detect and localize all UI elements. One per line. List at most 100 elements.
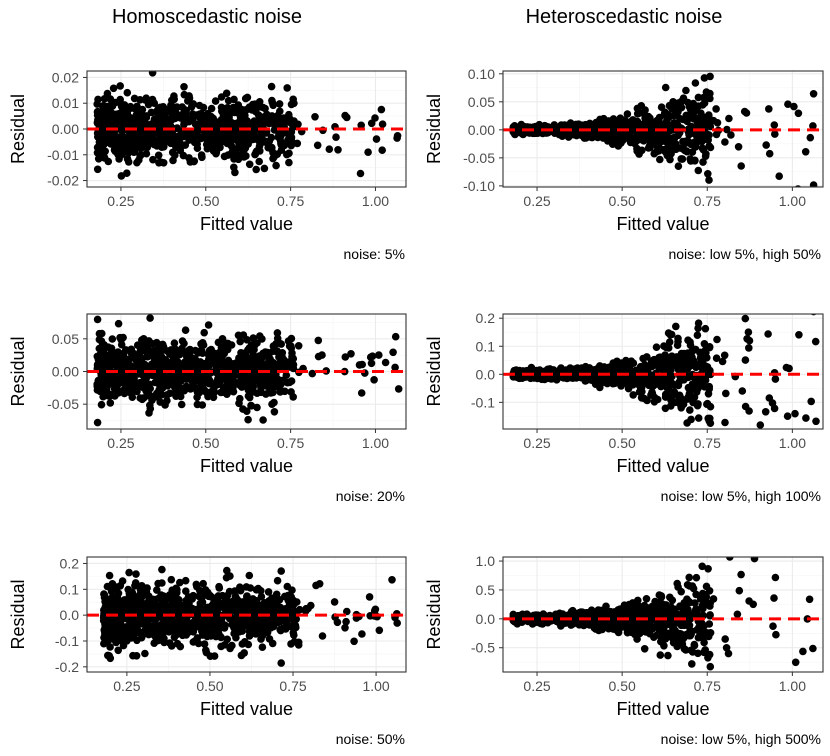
- x-axis: 0.25 0.50 0.75 1.00: [523, 429, 806, 451]
- data-point: [223, 606, 231, 614]
- data-point: [125, 568, 133, 577]
- data-point: [154, 622, 162, 630]
- data-point: [138, 140, 147, 149]
- data-point: [636, 384, 645, 393]
- data-point: [637, 394, 646, 402]
- data-point: [391, 363, 399, 372]
- data-point: [128, 130, 136, 138]
- data-point: [771, 375, 780, 383]
- data-point: [168, 109, 176, 117]
- data-point: [674, 381, 683, 390]
- panel-homo5: 0.25 0.50 0.75 1.00-0.02-0.010.000.010.02Fi…: [8, 69, 407, 262]
- data-point: [231, 168, 239, 177]
- data-point: [771, 57, 779, 65]
- data-point: [251, 375, 260, 384]
- data-point: [377, 105, 386, 114]
- data-point: [802, 539, 810, 547]
- data-point: [123, 155, 132, 163]
- y-tick-label: -0.05: [463, 150, 495, 166]
- data-point: [660, 361, 668, 369]
- data-point: [691, 79, 700, 87]
- column-title-heteroscedastic: Heteroscedastic noise: [526, 6, 723, 28]
- data-point: [175, 609, 183, 617]
- data-point: [146, 405, 155, 413]
- data-point: [688, 380, 697, 389]
- y-tick-label: 0.0: [476, 366, 496, 382]
- data-point: [706, 414, 714, 423]
- data-point: [95, 329, 104, 338]
- data-point: [705, 142, 713, 150]
- data-point: [341, 111, 349, 120]
- data-point: [663, 381, 672, 390]
- data-point: [157, 158, 165, 166]
- data-point: [712, 354, 721, 363]
- data-point: [809, 434, 817, 442]
- data-point: [247, 362, 256, 371]
- data-point: [692, 573, 701, 582]
- data-point: [226, 572, 234, 580]
- data-point: [105, 571, 114, 580]
- data-point: [771, 130, 779, 138]
- data-point: [277, 139, 285, 148]
- data-point: [562, 366, 570, 374]
- data-point: [105, 601, 114, 610]
- data-point: [188, 595, 196, 603]
- x-tick-label: 0.25: [523, 193, 550, 209]
- data-point: [596, 379, 605, 387]
- data-point: [720, 351, 729, 360]
- data-point: [721, 138, 729, 146]
- data-point: [116, 617, 125, 625]
- data-point: [195, 604, 204, 612]
- data-point: [136, 96, 144, 104]
- data-point: [618, 364, 626, 372]
- data-point: [704, 170, 712, 178]
- data-point: [289, 360, 298, 369]
- data-point: [693, 331, 702, 340]
- data-point: [656, 155, 664, 164]
- data-point: [196, 114, 205, 123]
- data-point: [741, 314, 750, 323]
- data-point: [109, 84, 118, 93]
- x-tick-label: 0.50: [609, 435, 636, 451]
- data-point: [695, 362, 703, 370]
- data-point: [178, 337, 187, 345]
- x-tick-label: 0.50: [609, 193, 636, 209]
- data-point: [264, 588, 273, 596]
- data-point: [115, 597, 123, 606]
- data-point: [268, 400, 276, 409]
- data-point: [189, 357, 197, 365]
- data-point: [254, 584, 262, 593]
- data-point: [173, 364, 181, 373]
- data-point: [357, 389, 366, 397]
- y-tick-label: -0.2: [55, 659, 79, 675]
- data-point: [663, 150, 671, 159]
- y-axis: -0.10-0.050.000.050.10: [463, 66, 503, 194]
- data-point: [95, 335, 104, 344]
- data-point: [228, 150, 237, 158]
- data-point: [121, 358, 129, 366]
- data-point: [99, 613, 108, 622]
- data-point: [253, 403, 261, 412]
- data-point: [567, 121, 576, 129]
- data-point: [106, 654, 115, 663]
- data-point: [688, 353, 696, 362]
- data-point: [674, 108, 682, 116]
- data-point: [259, 119, 268, 128]
- data-point: [95, 344, 104, 353]
- panels: 0.25 0.50 0.75 1.00-0.02-0.010.000.010.02Fi…: [8, 57, 824, 747]
- data-point: [269, 342, 278, 350]
- data-point: [770, 121, 779, 129]
- x-axis: 0.25 0.50 0.75 1.00: [113, 672, 390, 694]
- data-point: [246, 346, 255, 355]
- y-axis: -0.2-0.10.00.10.2: [55, 555, 87, 675]
- column-title-homoscedastic: Homoscedastic noise: [112, 6, 302, 28]
- data-point: [203, 144, 212, 153]
- data-point: [513, 373, 521, 382]
- x-axis-label: Fitted value: [200, 699, 293, 719]
- data-point: [761, 408, 770, 416]
- data-point: [133, 158, 141, 167]
- data-point: [624, 384, 633, 393]
- data-point: [141, 371, 150, 379]
- data-point: [726, 557, 734, 561]
